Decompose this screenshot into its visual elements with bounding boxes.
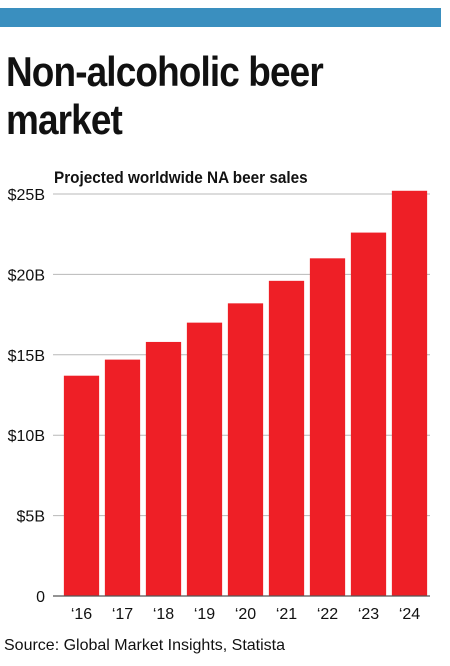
bar [227,303,264,596]
x-tick-label: ‘20 [235,606,256,623]
x-tick-label: ‘17 [112,606,133,623]
y-tick-label: 0 [36,589,45,606]
bar [186,322,223,596]
bar [104,359,141,596]
bar [391,190,428,596]
x-tick-label: ‘21 [276,606,297,623]
page-title: Non-alcoholic beer market [6,48,324,143]
bar [268,280,305,596]
x-tick-label: ‘23 [358,606,379,623]
bar [350,232,387,596]
y-tick-label: $5B [17,509,45,526]
bar [145,341,182,596]
source-note: Source: Global Market Insights, Statista [4,637,286,654]
y-tick-label: $15B [8,348,45,365]
x-tick-label: ‘24 [399,606,420,623]
bar [309,258,346,596]
y-axis-ticks: 0 $5B $10B $15B $20B $25B [8,187,45,606]
x-tick-label: ‘18 [153,606,174,623]
y-tick-label: $10B [8,428,45,445]
chart-title: Projected worldwide NA beer sales [54,168,308,187]
x-axis-ticks: ‘16 ‘17 ‘18 ‘19 ‘20 ‘21 ‘22 ‘23 ‘24 [71,606,420,623]
x-tick-label: ‘22 [317,606,338,623]
x-tick-label: ‘19 [194,606,215,623]
bar [63,375,100,596]
x-tick-label: ‘16 [71,606,92,623]
y-tick-label: $20B [8,267,45,284]
y-tick-label: $25B [8,187,45,204]
bars [63,190,428,596]
header-accent-bar [0,8,441,27]
